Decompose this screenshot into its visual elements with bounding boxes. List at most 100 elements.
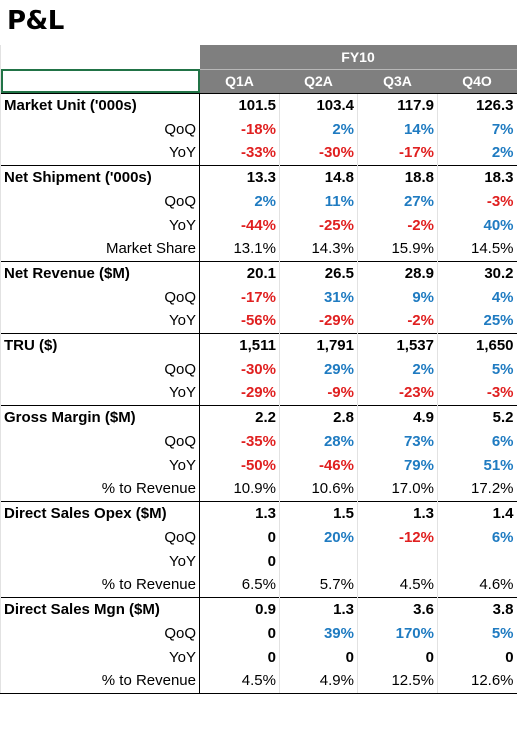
fiscal-year-header[interactable]: FY10 xyxy=(199,45,517,70)
value-cell[interactable]: 117.9 xyxy=(357,92,438,117)
value-cell[interactable]: 10.6% xyxy=(279,477,358,501)
value-cell[interactable]: -2% xyxy=(357,309,438,333)
value-cell[interactable] xyxy=(279,549,358,573)
value-cell[interactable]: 2.8 xyxy=(279,404,358,429)
metric-label[interactable]: % to Revenue xyxy=(0,669,200,694)
value-cell[interactable]: 0 xyxy=(199,549,280,573)
value-cell[interactable]: 0 xyxy=(279,645,358,669)
value-cell[interactable]: 1.3 xyxy=(199,500,280,525)
value-cell[interactable]: -33% xyxy=(199,141,280,165)
value-cell[interactable]: -12% xyxy=(357,525,438,549)
value-cell[interactable]: 1,537 xyxy=(357,332,438,357)
value-cell[interactable]: 2% xyxy=(199,189,280,213)
selected-cell[interactable] xyxy=(0,69,200,93)
section-label[interactable]: Gross Margin ($M) xyxy=(0,404,200,429)
value-cell[interactable]: 40% xyxy=(436,213,517,237)
value-cell[interactable]: -2% xyxy=(357,213,438,237)
value-cell[interactable]: 3.6 xyxy=(357,596,438,621)
value-cell[interactable]: -3% xyxy=(436,189,517,213)
value-cell[interactable]: 13.3 xyxy=(199,164,280,189)
value-cell[interactable]: 1,511 xyxy=(199,332,280,357)
value-cell[interactable] xyxy=(436,549,517,573)
value-cell[interactable]: 4.5% xyxy=(357,573,438,597)
value-cell[interactable]: 1.5 xyxy=(279,500,358,525)
value-cell[interactable]: 18.3 xyxy=(436,164,517,189)
value-cell[interactable]: 20.1 xyxy=(199,260,280,285)
value-cell[interactable]: -3% xyxy=(436,381,517,405)
value-cell[interactable]: -29% xyxy=(279,309,358,333)
metric-label[interactable]: QoQ xyxy=(0,525,200,549)
value-cell[interactable]: 26.5 xyxy=(279,260,358,285)
value-cell[interactable]: 6% xyxy=(436,429,517,453)
section-label[interactable]: Direct Sales Mgn ($M) xyxy=(0,596,200,621)
value-cell[interactable]: -18% xyxy=(199,117,280,141)
value-cell[interactable]: 6.5% xyxy=(199,573,280,597)
value-cell[interactable]: -29% xyxy=(199,381,280,405)
value-cell[interactable]: 14% xyxy=(357,117,438,141)
metric-label[interactable]: YoY xyxy=(0,549,200,573)
value-cell[interactable]: 30.2 xyxy=(436,260,517,285)
metric-label[interactable]: QoQ xyxy=(0,429,200,453)
value-cell[interactable]: 73% xyxy=(357,429,438,453)
value-cell[interactable]: 1.3 xyxy=(279,596,358,621)
value-cell[interactable]: 0 xyxy=(199,525,280,549)
value-cell[interactable]: 11% xyxy=(279,189,358,213)
metric-label[interactable]: QoQ xyxy=(0,621,200,645)
metric-label[interactable]: YoY xyxy=(0,453,200,477)
value-cell[interactable]: 5% xyxy=(436,621,517,645)
value-cell[interactable]: 29% xyxy=(279,357,358,381)
value-cell[interactable]: 12.5% xyxy=(357,669,438,694)
value-cell[interactable]: 13.1% xyxy=(199,237,280,261)
value-cell[interactable]: -9% xyxy=(279,381,358,405)
value-cell[interactable]: -50% xyxy=(199,453,280,477)
section-label[interactable]: Net Revenue ($M) xyxy=(0,260,200,285)
value-cell[interactable]: 15.9% xyxy=(357,237,438,261)
metric-label[interactable]: QoQ xyxy=(0,357,200,381)
value-cell[interactable]: 10.9% xyxy=(199,477,280,501)
value-cell[interactable]: 27% xyxy=(357,189,438,213)
value-cell[interactable]: -30% xyxy=(199,357,280,381)
value-cell[interactable]: 4.6% xyxy=(436,573,517,597)
metric-label[interactable]: YoY xyxy=(0,381,200,405)
value-cell[interactable]: -25% xyxy=(279,213,358,237)
value-cell[interactable]: 31% xyxy=(279,285,358,309)
quarter-header[interactable]: Q2A xyxy=(279,69,358,93)
metric-label[interactable]: YoY xyxy=(0,645,200,669)
value-cell[interactable]: 2% xyxy=(357,357,438,381)
value-cell[interactable]: 17.2% xyxy=(436,477,517,501)
value-cell[interactable]: -46% xyxy=(279,453,358,477)
value-cell[interactable]: 14.5% xyxy=(436,237,517,261)
metric-label[interactable]: QoQ xyxy=(0,285,200,309)
value-cell[interactable]: -44% xyxy=(199,213,280,237)
value-cell[interactable]: 5% xyxy=(436,357,517,381)
value-cell[interactable]: -30% xyxy=(279,141,358,165)
value-cell[interactable]: 14.3% xyxy=(279,237,358,261)
value-cell[interactable]: 1,791 xyxy=(279,332,358,357)
value-cell[interactable]: 5.7% xyxy=(279,573,358,597)
value-cell[interactable]: 0 xyxy=(199,621,280,645)
value-cell[interactable]: 4.9% xyxy=(279,669,358,694)
value-cell[interactable]: 0 xyxy=(199,645,280,669)
value-cell[interactable]: 4.9 xyxy=(357,404,438,429)
value-cell[interactable] xyxy=(357,549,438,573)
value-cell[interactable]: 17.0% xyxy=(357,477,438,501)
value-cell[interactable]: -56% xyxy=(199,309,280,333)
value-cell[interactable]: 51% xyxy=(436,453,517,477)
section-label[interactable]: Market Unit ('000s) xyxy=(0,92,200,117)
blank-cell[interactable] xyxy=(0,45,200,69)
value-cell[interactable]: 6% xyxy=(436,525,517,549)
quarter-header[interactable]: Q4O xyxy=(437,69,517,93)
value-cell[interactable]: 12.6% xyxy=(436,669,517,694)
metric-label[interactable]: QoQ xyxy=(0,189,200,213)
quarter-header[interactable]: Q3A xyxy=(357,69,438,93)
metric-label[interactable]: % to Revenue xyxy=(0,573,200,597)
value-cell[interactable]: 0.9 xyxy=(199,596,280,621)
section-label[interactable]: Direct Sales Opex ($M) xyxy=(0,500,200,525)
quarter-header[interactable]: Q1A xyxy=(199,69,280,93)
value-cell[interactable]: 4% xyxy=(436,285,517,309)
value-cell[interactable]: 4.5% xyxy=(199,669,280,694)
value-cell[interactable]: 170% xyxy=(357,621,438,645)
value-cell[interactable]: 5.2 xyxy=(436,404,517,429)
value-cell[interactable]: -17% xyxy=(199,285,280,309)
metric-label[interactable]: YoY xyxy=(0,141,200,165)
